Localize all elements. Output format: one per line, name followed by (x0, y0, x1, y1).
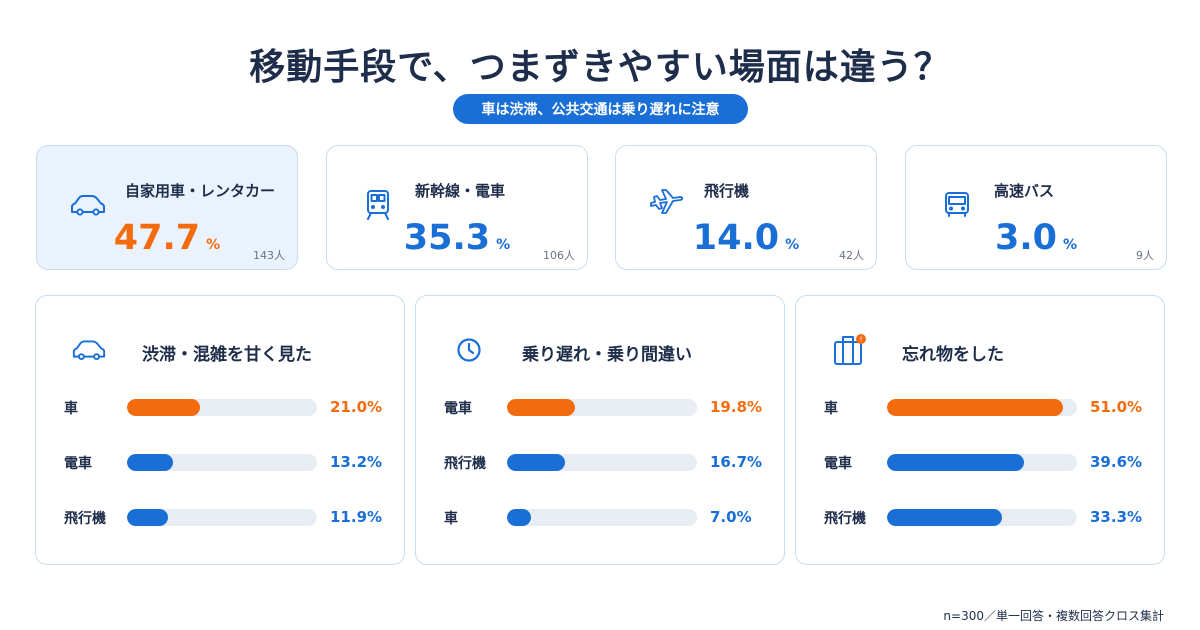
bar-value: 13.2% (330, 453, 383, 471)
bar-row: 飛行機 33.3% (796, 507, 1164, 529)
bar-fill (887, 509, 1003, 526)
bar-fill (127, 454, 173, 471)
card-percentage: 14.0 % (616, 218, 876, 258)
card-unit: % (206, 237, 221, 253)
page-title: 移動手段で、つまずきやすい場面は違う？ (249, 47, 951, 88)
bar-value: 7.0% (710, 508, 752, 526)
bar-fill (127, 509, 169, 526)
bar-label: 車 (64, 401, 78, 417)
card-airplane: 飛行機 14.0 % 42人 (615, 145, 877, 270)
card-count: 42人 (839, 249, 864, 262)
bar-value: 51.0% (1090, 398, 1143, 416)
bar-label: 電車 (824, 456, 852, 472)
bar-label: 車 (824, 401, 838, 417)
bar-track (127, 399, 317, 416)
card-count: 9人 (1136, 249, 1154, 262)
bar-fill (887, 399, 1064, 416)
bar-label: 飛行機 (64, 511, 106, 527)
bar-label: 電車 (64, 456, 92, 472)
bar-track (127, 454, 317, 471)
panel-title: 忘れ物をした (902, 345, 1004, 365)
card-unit: % (1062, 237, 1078, 253)
card-value: 14.0 (692, 218, 780, 258)
bar-row: 飛行機 16.7% (416, 452, 784, 474)
footnote: n=300／単一回答・複数回答クロス集計 (943, 609, 1164, 623)
bar-track (507, 454, 697, 471)
bar-value: 11.9% (330, 508, 383, 526)
card-unit: % (496, 237, 511, 253)
bar-track (507, 399, 697, 416)
card-name: 自家用車・レンタカー (125, 182, 276, 200)
bar-track (507, 509, 697, 526)
bar-label: 飛行機 (444, 456, 486, 472)
bar-row: 車 51.0% (796, 397, 1164, 419)
subtitle-badge: 車は渋滞、公共交通は乗り遅れに注意 (453, 94, 748, 124)
card-train: 新幹線・電車 35.3 % 106人 (326, 145, 588, 270)
bar-row: 車 21.0% (36, 397, 404, 419)
bar-value: 21.0% (330, 398, 383, 416)
bar-fill (507, 454, 565, 471)
bar-track (887, 399, 1077, 416)
clock-icon (451, 332, 487, 368)
card-value: 47.7 (113, 218, 201, 258)
bar-label: 電車 (444, 401, 472, 417)
card-percentage: 3.0 % (906, 218, 1166, 258)
train-icon (359, 188, 397, 222)
bar-row: 車 7.0% (416, 507, 784, 529)
svg-text:!: ! (860, 336, 863, 344)
bar-fill (507, 399, 576, 416)
bar-row: 電車 39.6% (796, 452, 1164, 474)
bar-track (887, 454, 1077, 471)
panel-congestion: 渋滞・混雑を甘く見た 車 21.0% 電車 13.2% 飛行機 11.9% (35, 295, 405, 565)
bar-fill (507, 509, 532, 526)
suitcase-icon: ! (831, 332, 867, 368)
card-name: 高速バス (994, 182, 1055, 200)
card-name: 新幹線・電車 (415, 182, 506, 200)
bar-track (887, 509, 1077, 526)
card-bus: 高速バス 3.0 % 9人 (905, 145, 1167, 270)
bar-value: 39.6% (1090, 453, 1143, 471)
bar-track (127, 509, 317, 526)
bus-icon (938, 188, 976, 222)
card-name: 飛行機 (704, 182, 750, 200)
bar-row: 電車 19.8% (416, 397, 784, 419)
card-count: 106人 (543, 249, 575, 262)
bar-row: 飛行機 11.9% (36, 507, 404, 529)
card-car: 自家用車・レンタカー 47.7 % 143人 (36, 145, 298, 270)
bar-fill (127, 399, 200, 416)
panel-missed-train: 乗り遅れ・乗り間違い 電車 19.8% 飛行機 16.7% 車 7.0% (415, 295, 785, 565)
panel-title: 乗り遅れ・乗り間違い (522, 345, 692, 365)
bar-value: 33.3% (1090, 508, 1143, 526)
bar-label: 飛行機 (824, 511, 866, 527)
card-percentage: 35.3 % (327, 218, 587, 258)
bar-fill (887, 454, 1024, 471)
car-icon (71, 332, 107, 368)
airplane-icon (648, 188, 686, 222)
card-count: 143人 (253, 249, 285, 262)
bar-value: 19.8% (710, 398, 763, 416)
card-unit: % (785, 237, 800, 253)
card-percentage: 47.7 % (37, 218, 297, 258)
bar-value: 16.7% (710, 453, 763, 471)
card-value: 35.3 (403, 218, 491, 258)
car-icon (69, 188, 107, 222)
bar-row: 電車 13.2% (36, 452, 404, 474)
panel-title: 渋滞・混雑を甘く見た (142, 345, 312, 365)
bar-label: 車 (444, 511, 458, 527)
card-value: 3.0 (994, 218, 1057, 258)
panel-forgot-items: ! 忘れ物をした 車 51.0% 電車 39.6% 飛行機 33.3% (795, 295, 1165, 565)
